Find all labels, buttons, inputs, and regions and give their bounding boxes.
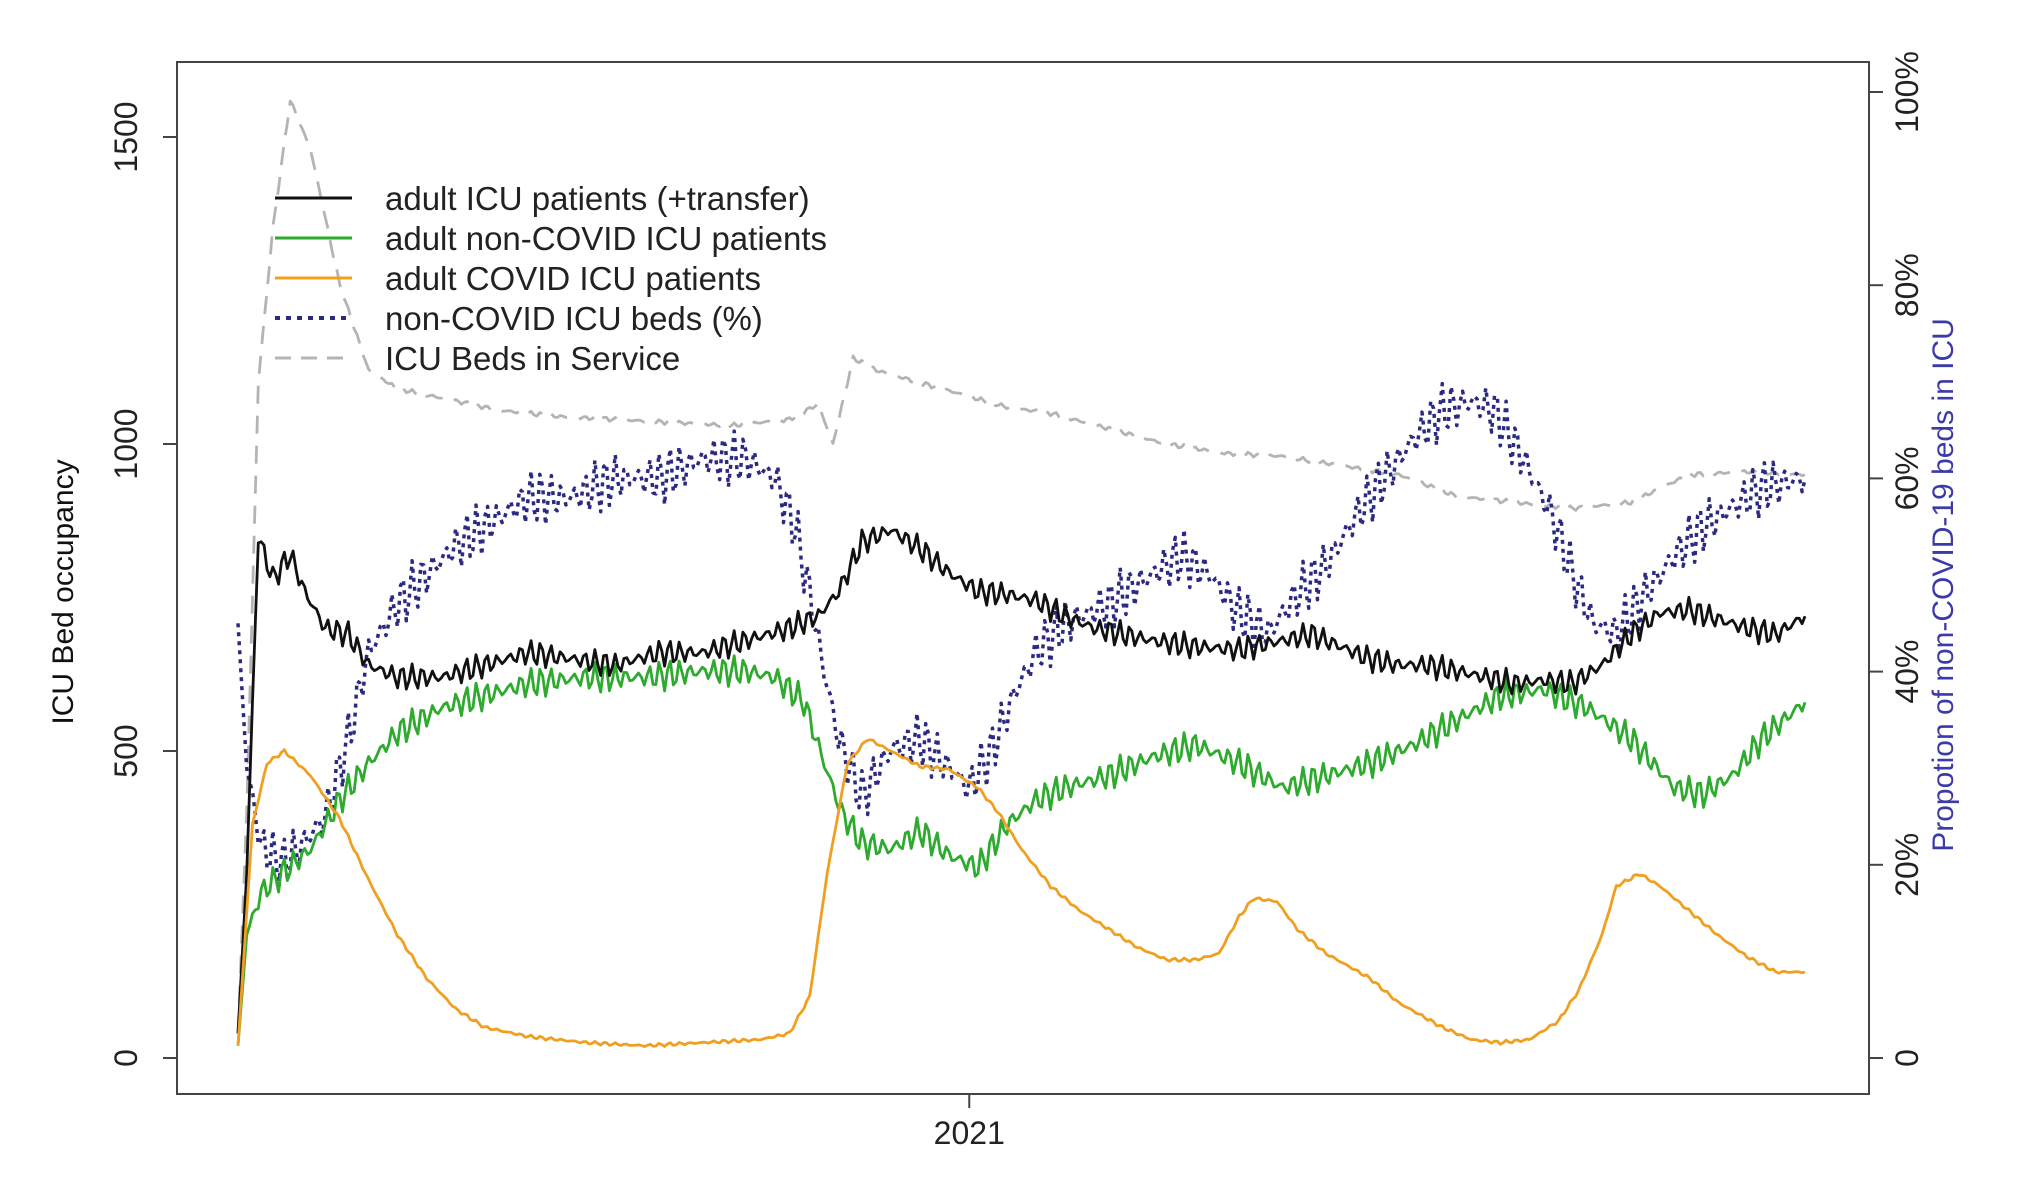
series-line-adult-covid-icu-patients [236, 738, 1806, 1048]
legend: adult ICU patients (+transfer) adult non… [275, 180, 827, 377]
series-line-non-covid-icu-beds [236, 381, 1807, 893]
y-right-tick-label: 0 [1889, 1049, 1925, 1067]
y-left-tick-label: 1500 [108, 101, 144, 172]
series-line-adult-non-covid-icu-patients [236, 654, 1807, 1046]
plot-frame [176, 61, 1870, 1095]
y-right-tick-label: 100% [1889, 51, 1925, 133]
y-right-tick-label: 80% [1889, 253, 1925, 317]
series-line-adult-icu-patients-transfer [236, 526, 1807, 1034]
y-axis-left-title: ICU Bed occupancy [47, 459, 80, 724]
y-left-tick-label: 500 [108, 724, 144, 777]
series-line-icu-beds-in-service [236, 99, 1806, 1034]
y-axis-right-title: Propotion of non-COVID-19 beds in ICU [1927, 318, 1960, 852]
legend-label-covid: adult COVID ICU patients [385, 260, 761, 297]
legend-label-beds: ICU Beds in Service [385, 340, 680, 377]
legend-label-adult-icu: adult ICU patients (+transfer) [385, 180, 810, 217]
axes: 0 500 1000 1500 0 20% 40% 60% 80% 100% 2021 [108, 51, 1925, 1151]
x-tick-label: 2021 [934, 1115, 1005, 1151]
series-lines [236, 99, 1807, 1048]
y-right-tick-label: 20% [1889, 833, 1925, 897]
y-right-tick-label: 60% [1889, 446, 1925, 510]
y-left-tick-label: 0 [108, 1049, 144, 1067]
y-left-tick-label: 1000 [108, 408, 144, 479]
legend-label-non-covid-pct: non-COVID ICU beds (%) [385, 300, 763, 337]
legend-label-non-covid: adult non-COVID ICU patients [385, 220, 827, 257]
y-right-tick-label: 40% [1889, 640, 1925, 704]
